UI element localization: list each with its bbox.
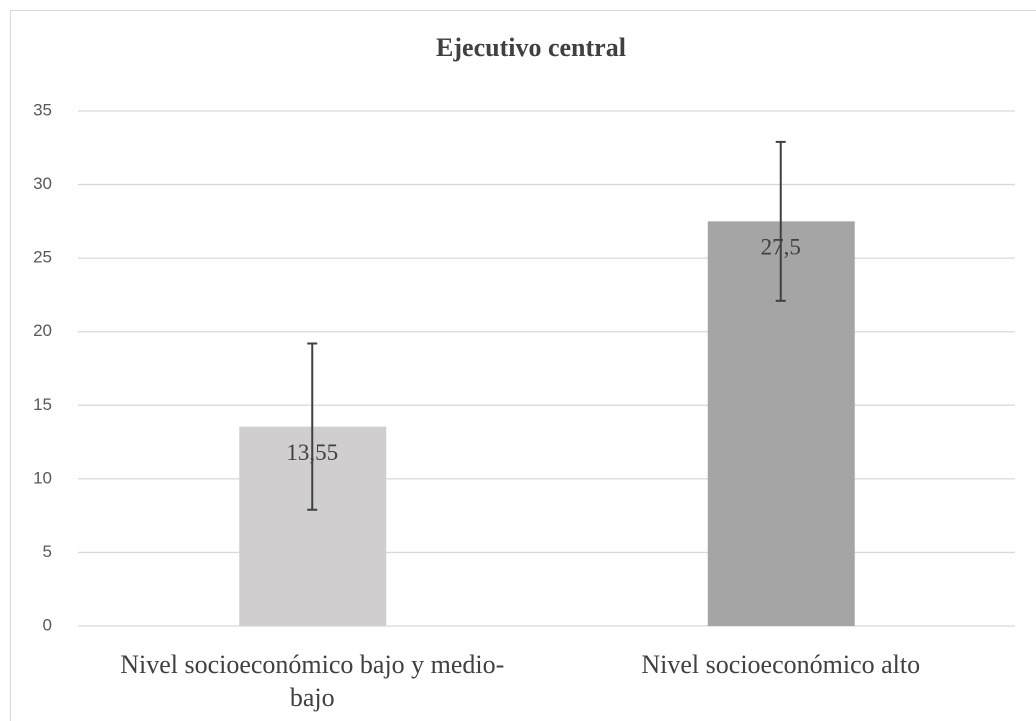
y-tick-label: 0 [43, 615, 52, 634]
y-tick-label: 25 [33, 248, 52, 267]
y-tick-label: 35 [33, 100, 52, 119]
error-bar [775, 140, 786, 302]
x-tick-label: Nivel socioeconómico bajo y medio-bajo [120, 650, 505, 712]
chart-title: Ejecutivo central [436, 33, 626, 62]
data-label: 27,5 [761, 235, 801, 260]
y-tick-label: 10 [33, 468, 52, 487]
data-label: 13,55 [286, 440, 338, 465]
y-tick-label: 15 [33, 395, 52, 414]
y-tick-label: 30 [33, 174, 52, 193]
x-tick-label: Nivel socioeconómico alto [641, 650, 921, 679]
chart-border [10, 10, 1036, 721]
y-tick-label: 20 [33, 321, 52, 340]
y-tick-label: 5 [43, 542, 52, 561]
error-bar [307, 342, 318, 511]
